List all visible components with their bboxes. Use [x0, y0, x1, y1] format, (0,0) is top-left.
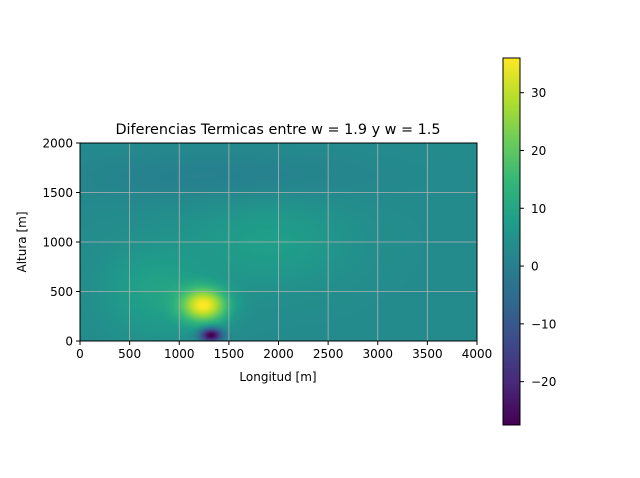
- x-tick-label: 3000: [362, 347, 393, 361]
- colorbar-tick-label: 10: [531, 202, 546, 216]
- x-tick-label: 2500: [313, 347, 344, 361]
- colorbar-tick-label: 0: [531, 260, 539, 274]
- x-tick-label: 3500: [412, 347, 443, 361]
- y-axis-label: Altura [m]: [15, 211, 29, 272]
- y-tick-label: 500: [50, 285, 73, 299]
- x-axis-label: Longitud [m]: [239, 370, 316, 384]
- y-tick-label: 0: [65, 335, 73, 349]
- chart-title: Diferencias Termicas entre w = 1.9 y w =…: [115, 122, 440, 138]
- x-axis-ticks: 0 500 1000 1500 2000 2500 3000 3500 4000: [76, 341, 492, 361]
- x-tick-label: 2000: [263, 347, 294, 361]
- y-tick-label: 1000: [42, 236, 73, 250]
- x-tick-label: 1500: [214, 347, 245, 361]
- colorbar-tick-label: 30: [531, 86, 546, 100]
- y-tick-label: 1500: [42, 186, 73, 200]
- colorbar-tick-label: −10: [531, 317, 556, 331]
- y-tick-label: 2000: [42, 137, 73, 151]
- x-tick-label: 500: [118, 347, 141, 361]
- colorbar-ticks: −20 −10 0 10 20 30: [520, 86, 556, 389]
- plot-area: 0 500 1000 1500 2000 2500 3000 3500 4000 0 500 100…: [42, 137, 492, 362]
- colorbar-tick-label: −20: [531, 375, 556, 389]
- x-tick-label: 1000: [164, 347, 195, 361]
- x-tick-label: 0: [76, 347, 84, 361]
- colorbar-gradient: [503, 58, 520, 425]
- colorbar-frame: [502, 57, 521, 426]
- colorbar-tick-label: 20: [531, 144, 546, 158]
- y-axis-ticks: 0 500 1000 1500 2000: [42, 137, 80, 349]
- grid-lines: [79, 142, 478, 342]
- x-tick-label: 4000: [462, 347, 493, 361]
- colorbar: −20 −10 0 10 20 30: [502, 57, 556, 426]
